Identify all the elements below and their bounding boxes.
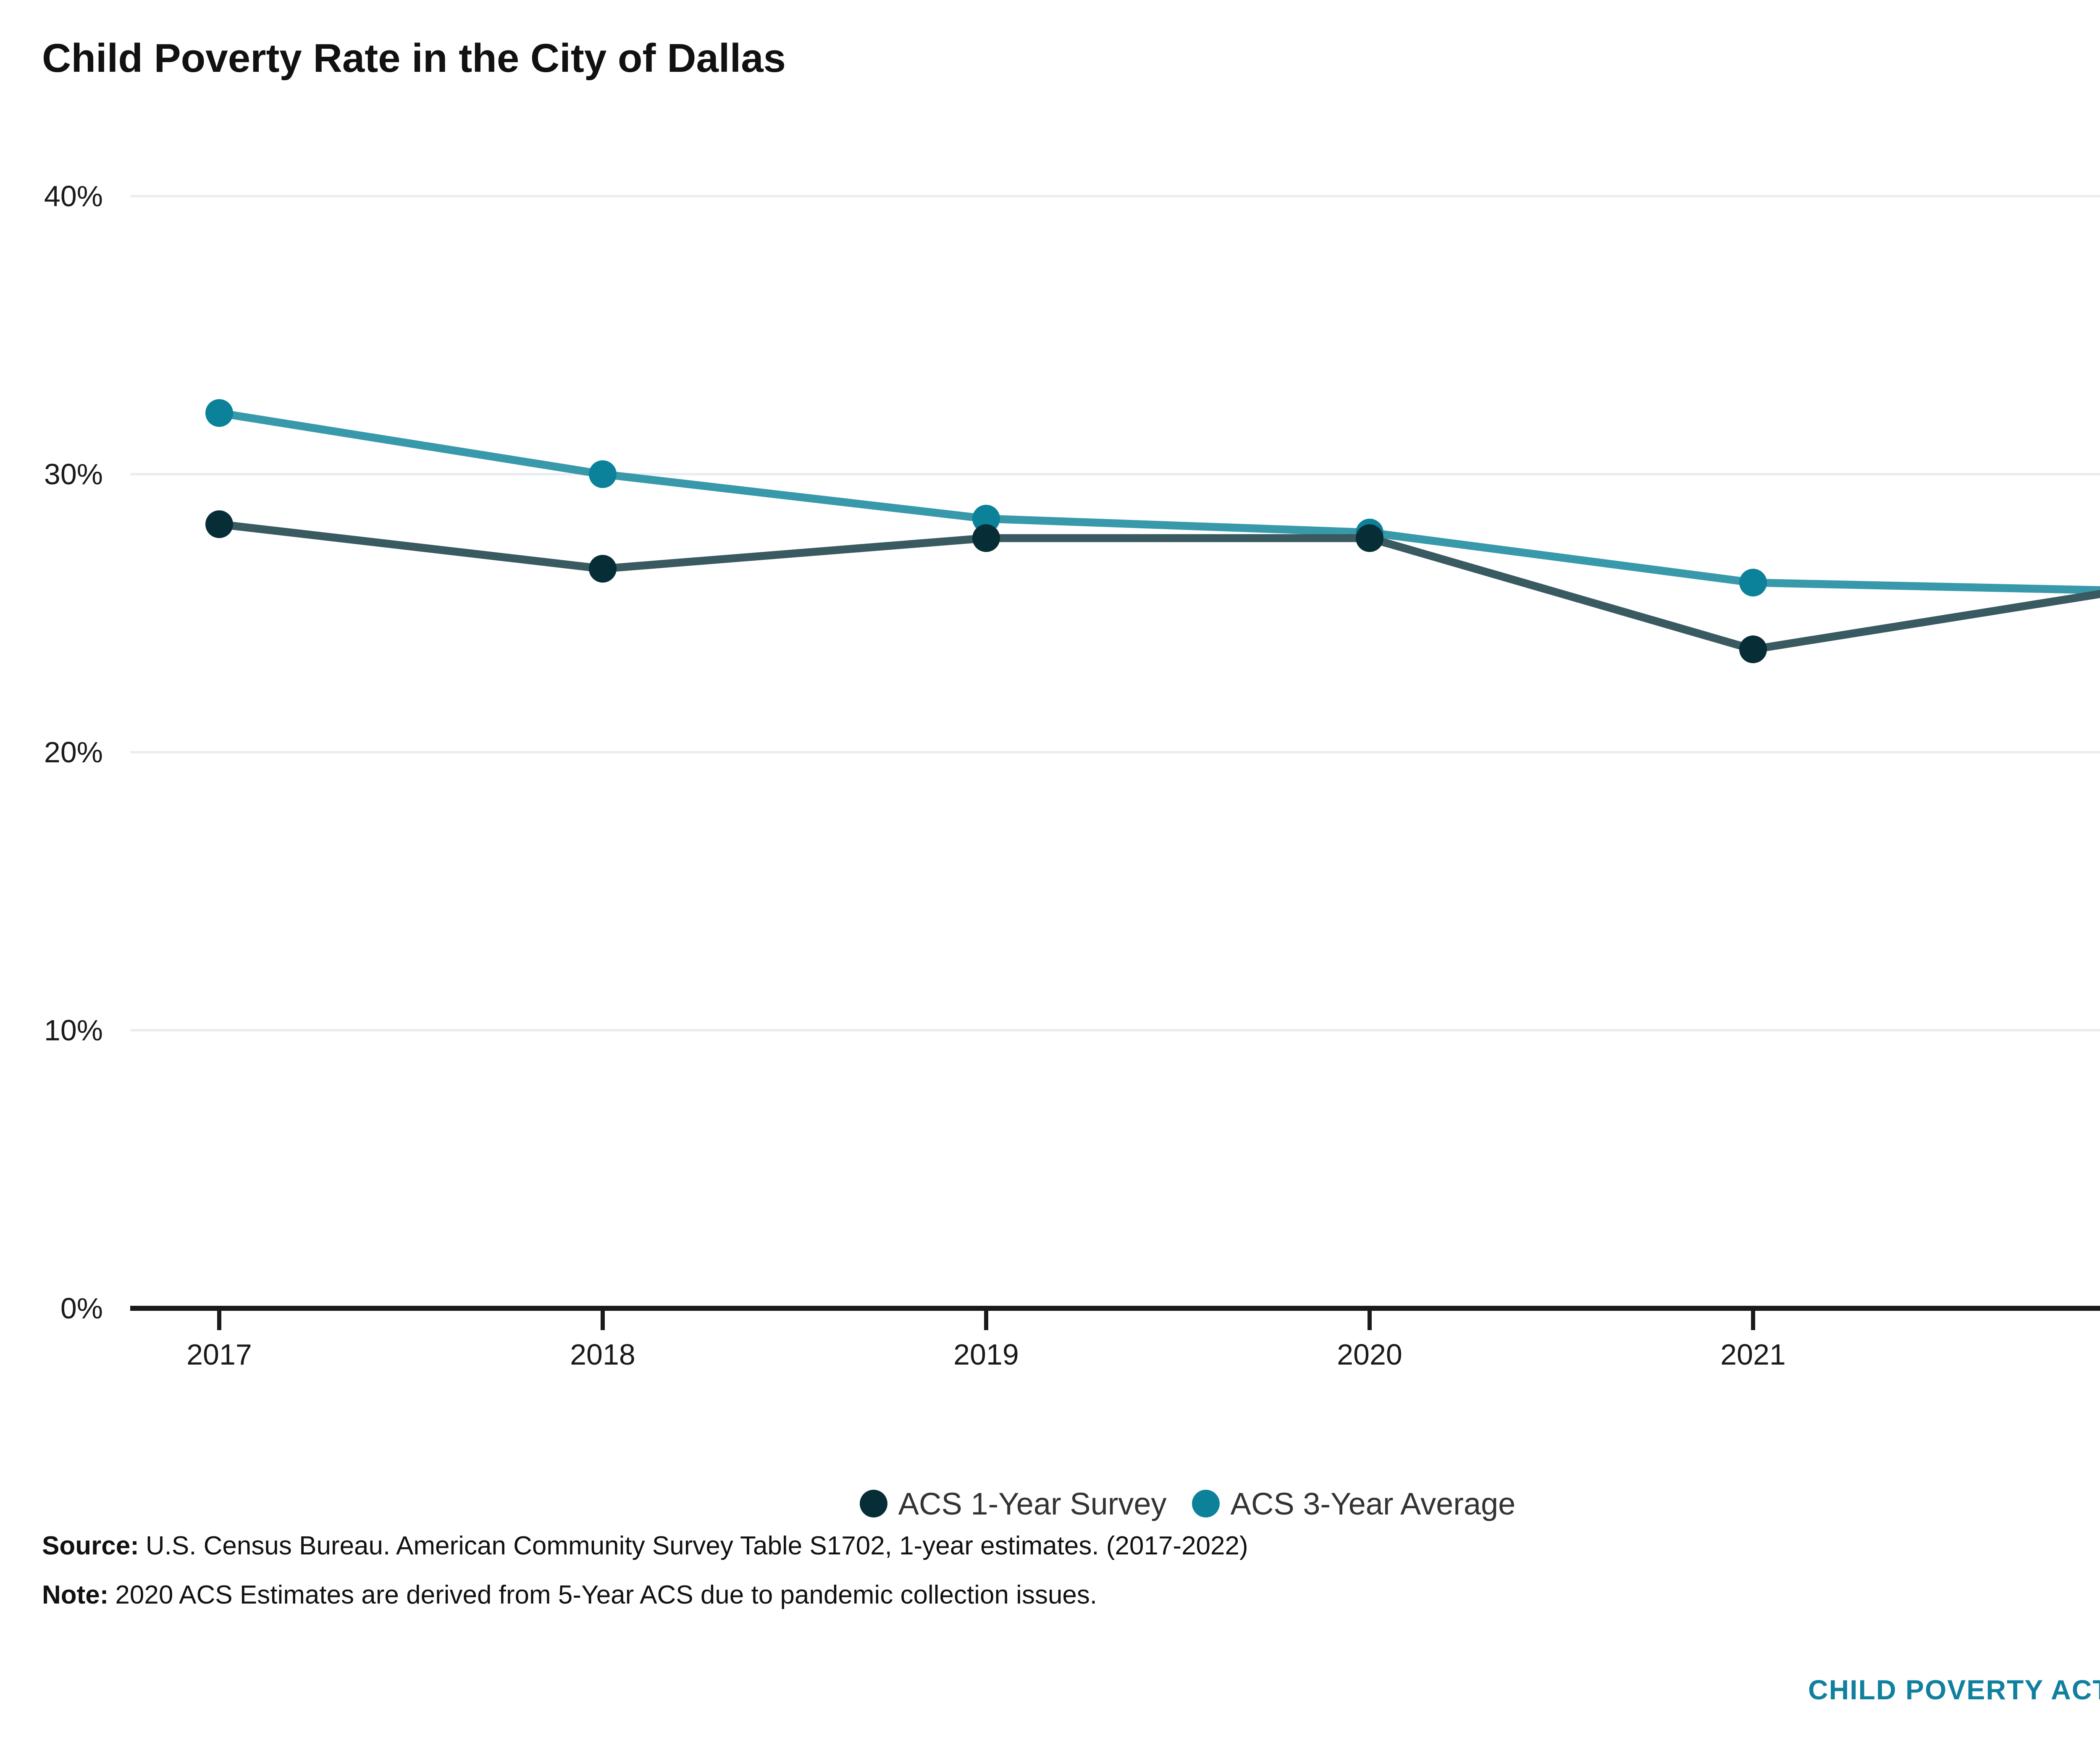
y-tick-label-20pct: 20%: [44, 736, 103, 769]
legend-item-acs-1-year-survey: ACS 1-Year Survey: [859, 1486, 1167, 1522]
data-point-acs-1-year-survey-2020: [1356, 524, 1383, 552]
legend-label: ACS 3-Year Average: [1230, 1486, 1516, 1521]
source-line: Source: U.S. Census Bureau. American Comm…: [42, 1531, 1248, 1561]
x-tick-label-2020: 2020: [1337, 1338, 1402, 1371]
x-tick-label-2019: 2019: [953, 1338, 1019, 1371]
source-label: Source:: [42, 1531, 139, 1560]
y-tick-label-10pct: 10%: [44, 1014, 103, 1047]
data-point-acs-3-year-average-2018: [589, 460, 617, 488]
note-text: 2020 ACS Estimates are derived from 5-Ye…: [115, 1580, 1097, 1609]
x-tick-label-2021: 2021: [1720, 1338, 1786, 1371]
data-point-acs-3-year-average-2019: [972, 504, 1000, 533]
note-line: Note: 2020 ACS Estimates are derived from…: [42, 1580, 1097, 1610]
source-text: U.S. Census Bureau. American Community S…: [145, 1531, 1248, 1560]
chart-title: Child Poverty Rate in the City of Dallas: [42, 36, 786, 81]
brand-footer: CHILD POVERTY ACTION LAB: [1808, 1674, 2100, 1705]
series-line-acs-1-year-survey: [218, 520, 2100, 654]
data-point-acs-1-year-survey-2018: [589, 555, 617, 583]
legend-item-acs-3-year-average: ACS 3-Year Average: [1192, 1486, 1516, 1522]
data-point-acs-1-year-survey-2017: [205, 510, 233, 538]
y-tick-label-30pct: 30%: [44, 458, 103, 491]
legend-dot-icon: [859, 1490, 887, 1517]
data-point-acs-1-year-survey-2019: [972, 524, 1000, 552]
legend-dot-icon: [1192, 1490, 1220, 1517]
x-tick-label-2017: 2017: [186, 1338, 252, 1371]
note-label: Note:: [42, 1580, 109, 1609]
x-tick-label-2018: 2018: [570, 1338, 635, 1371]
series-line-acs-3-year-average: [218, 409, 2100, 594]
chart-legend: ACS 1-Year Survey ACS 3-Year Average: [130, 1484, 2100, 1523]
y-tick-label-40pct: 40%: [44, 180, 103, 213]
data-point-acs-3-year-average-2017: [205, 399, 233, 427]
data-point-acs-1-year-survey-2021: [1739, 635, 1767, 664]
y-tick-label-0pct: 0%: [60, 1292, 103, 1325]
data-point-acs-3-year-average-2021: [1739, 569, 1767, 597]
x-tick-label-2022: 2022: [2069, 1338, 2100, 1371]
legend-label: ACS 1-Year Survey: [898, 1486, 1167, 1521]
